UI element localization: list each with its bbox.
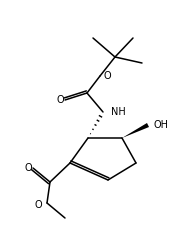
Text: O: O <box>103 71 111 81</box>
Text: OH: OH <box>153 120 168 130</box>
Text: NH: NH <box>111 107 126 117</box>
Text: O: O <box>24 163 32 173</box>
Text: O: O <box>56 95 64 105</box>
Text: O: O <box>34 200 42 210</box>
Polygon shape <box>122 123 149 138</box>
